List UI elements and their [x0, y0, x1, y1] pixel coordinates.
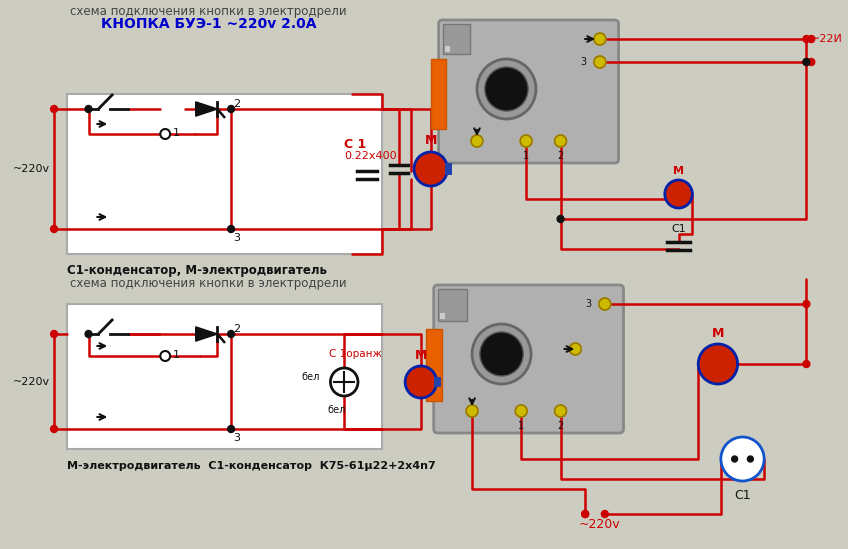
Text: ~220v: ~220v: [13, 377, 50, 387]
Text: М: М: [425, 134, 437, 147]
Text: бел: бел: [327, 405, 345, 415]
Circle shape: [227, 425, 235, 433]
Text: 2: 2: [233, 324, 240, 334]
Text: бел: бел: [301, 372, 320, 382]
Text: 1: 1: [518, 421, 524, 431]
Text: 3: 3: [233, 433, 240, 443]
Text: 3: 3: [580, 57, 586, 67]
Circle shape: [51, 105, 58, 113]
Text: М: М: [711, 327, 724, 340]
Text: КНОПКА БУЭ-1 ~220v 2.0А: КНОПКА БУЭ-1 ~220v 2.0А: [101, 17, 316, 31]
Text: С1: С1: [672, 224, 686, 234]
Bar: [433, 377, 441, 387]
Circle shape: [803, 59, 810, 65]
Text: 0.22х400: 0.22х400: [344, 151, 397, 161]
Circle shape: [569, 343, 581, 355]
Bar: [431, 59, 447, 129]
Text: 2: 2: [557, 421, 564, 431]
Text: М: М: [415, 349, 427, 362]
Circle shape: [594, 33, 605, 45]
Text: ~220v: ~220v: [579, 518, 621, 530]
Circle shape: [51, 425, 58, 433]
Text: 1: 1: [173, 350, 180, 360]
Circle shape: [808, 36, 815, 42]
Circle shape: [555, 405, 566, 417]
Circle shape: [331, 368, 358, 396]
FancyBboxPatch shape: [433, 285, 623, 433]
Circle shape: [582, 511, 589, 518]
Text: 1: 1: [173, 128, 180, 138]
Circle shape: [599, 298, 611, 310]
Circle shape: [803, 361, 810, 367]
Circle shape: [516, 405, 527, 417]
Bar: [439, 313, 445, 319]
Circle shape: [803, 59, 810, 65]
Text: С1: С1: [734, 489, 750, 502]
Circle shape: [721, 437, 764, 481]
Polygon shape: [196, 102, 217, 116]
Circle shape: [227, 105, 235, 113]
Circle shape: [414, 152, 448, 186]
Text: ~22И: ~22И: [812, 34, 843, 44]
Circle shape: [557, 216, 564, 222]
Text: 3: 3: [233, 233, 240, 243]
Circle shape: [808, 59, 815, 65]
Polygon shape: [196, 327, 217, 341]
Circle shape: [665, 180, 692, 208]
Circle shape: [555, 135, 566, 147]
Circle shape: [747, 456, 753, 462]
Text: 2: 2: [557, 151, 564, 161]
Circle shape: [405, 366, 437, 398]
Text: схема подключения кнопки в электродрели: схема подключения кнопки в электродрели: [70, 5, 347, 18]
Bar: [444, 163, 452, 175]
Text: 1: 1: [523, 151, 529, 161]
Circle shape: [480, 332, 523, 376]
Circle shape: [601, 511, 608, 518]
Text: ~220v: ~220v: [13, 164, 50, 174]
Circle shape: [160, 129, 170, 139]
Bar: [444, 46, 450, 52]
Circle shape: [803, 36, 810, 42]
Text: 2: 2: [233, 99, 240, 109]
Circle shape: [485, 67, 528, 111]
Bar: [438, 289, 467, 321]
Circle shape: [85, 105, 92, 113]
Text: схема подключения кнопки в электродрели: схема подключения кнопки в электродрели: [70, 277, 347, 290]
Text: М: М: [673, 166, 684, 176]
Text: М-электродвигатель  С1-конденсатор  К75-61µ22+2x4n7: М-электродвигатель С1-конденсатор К75-61…: [67, 461, 436, 471]
FancyBboxPatch shape: [438, 20, 618, 163]
Circle shape: [51, 226, 58, 232]
Text: 3: 3: [585, 299, 591, 309]
Circle shape: [227, 330, 235, 338]
Circle shape: [51, 330, 58, 338]
Circle shape: [477, 59, 536, 119]
Circle shape: [471, 135, 483, 147]
Text: С 1: С 1: [344, 137, 366, 150]
Circle shape: [582, 511, 589, 518]
Text: С1-конденсатор, М-электродвигатель: С1-конденсатор, М-электродвигатель: [67, 264, 326, 277]
Circle shape: [520, 135, 532, 147]
Bar: [67, 94, 382, 254]
Bar: [443, 24, 470, 54]
Circle shape: [227, 226, 235, 232]
Circle shape: [732, 456, 738, 462]
Circle shape: [466, 405, 478, 417]
Circle shape: [85, 330, 92, 338]
Circle shape: [472, 324, 531, 384]
Circle shape: [803, 300, 810, 307]
Bar: [67, 304, 382, 449]
Text: С 1оранж: С 1оранж: [330, 349, 382, 359]
Circle shape: [160, 351, 170, 361]
Bar: [426, 329, 442, 401]
Circle shape: [698, 344, 738, 384]
Circle shape: [594, 56, 605, 68]
